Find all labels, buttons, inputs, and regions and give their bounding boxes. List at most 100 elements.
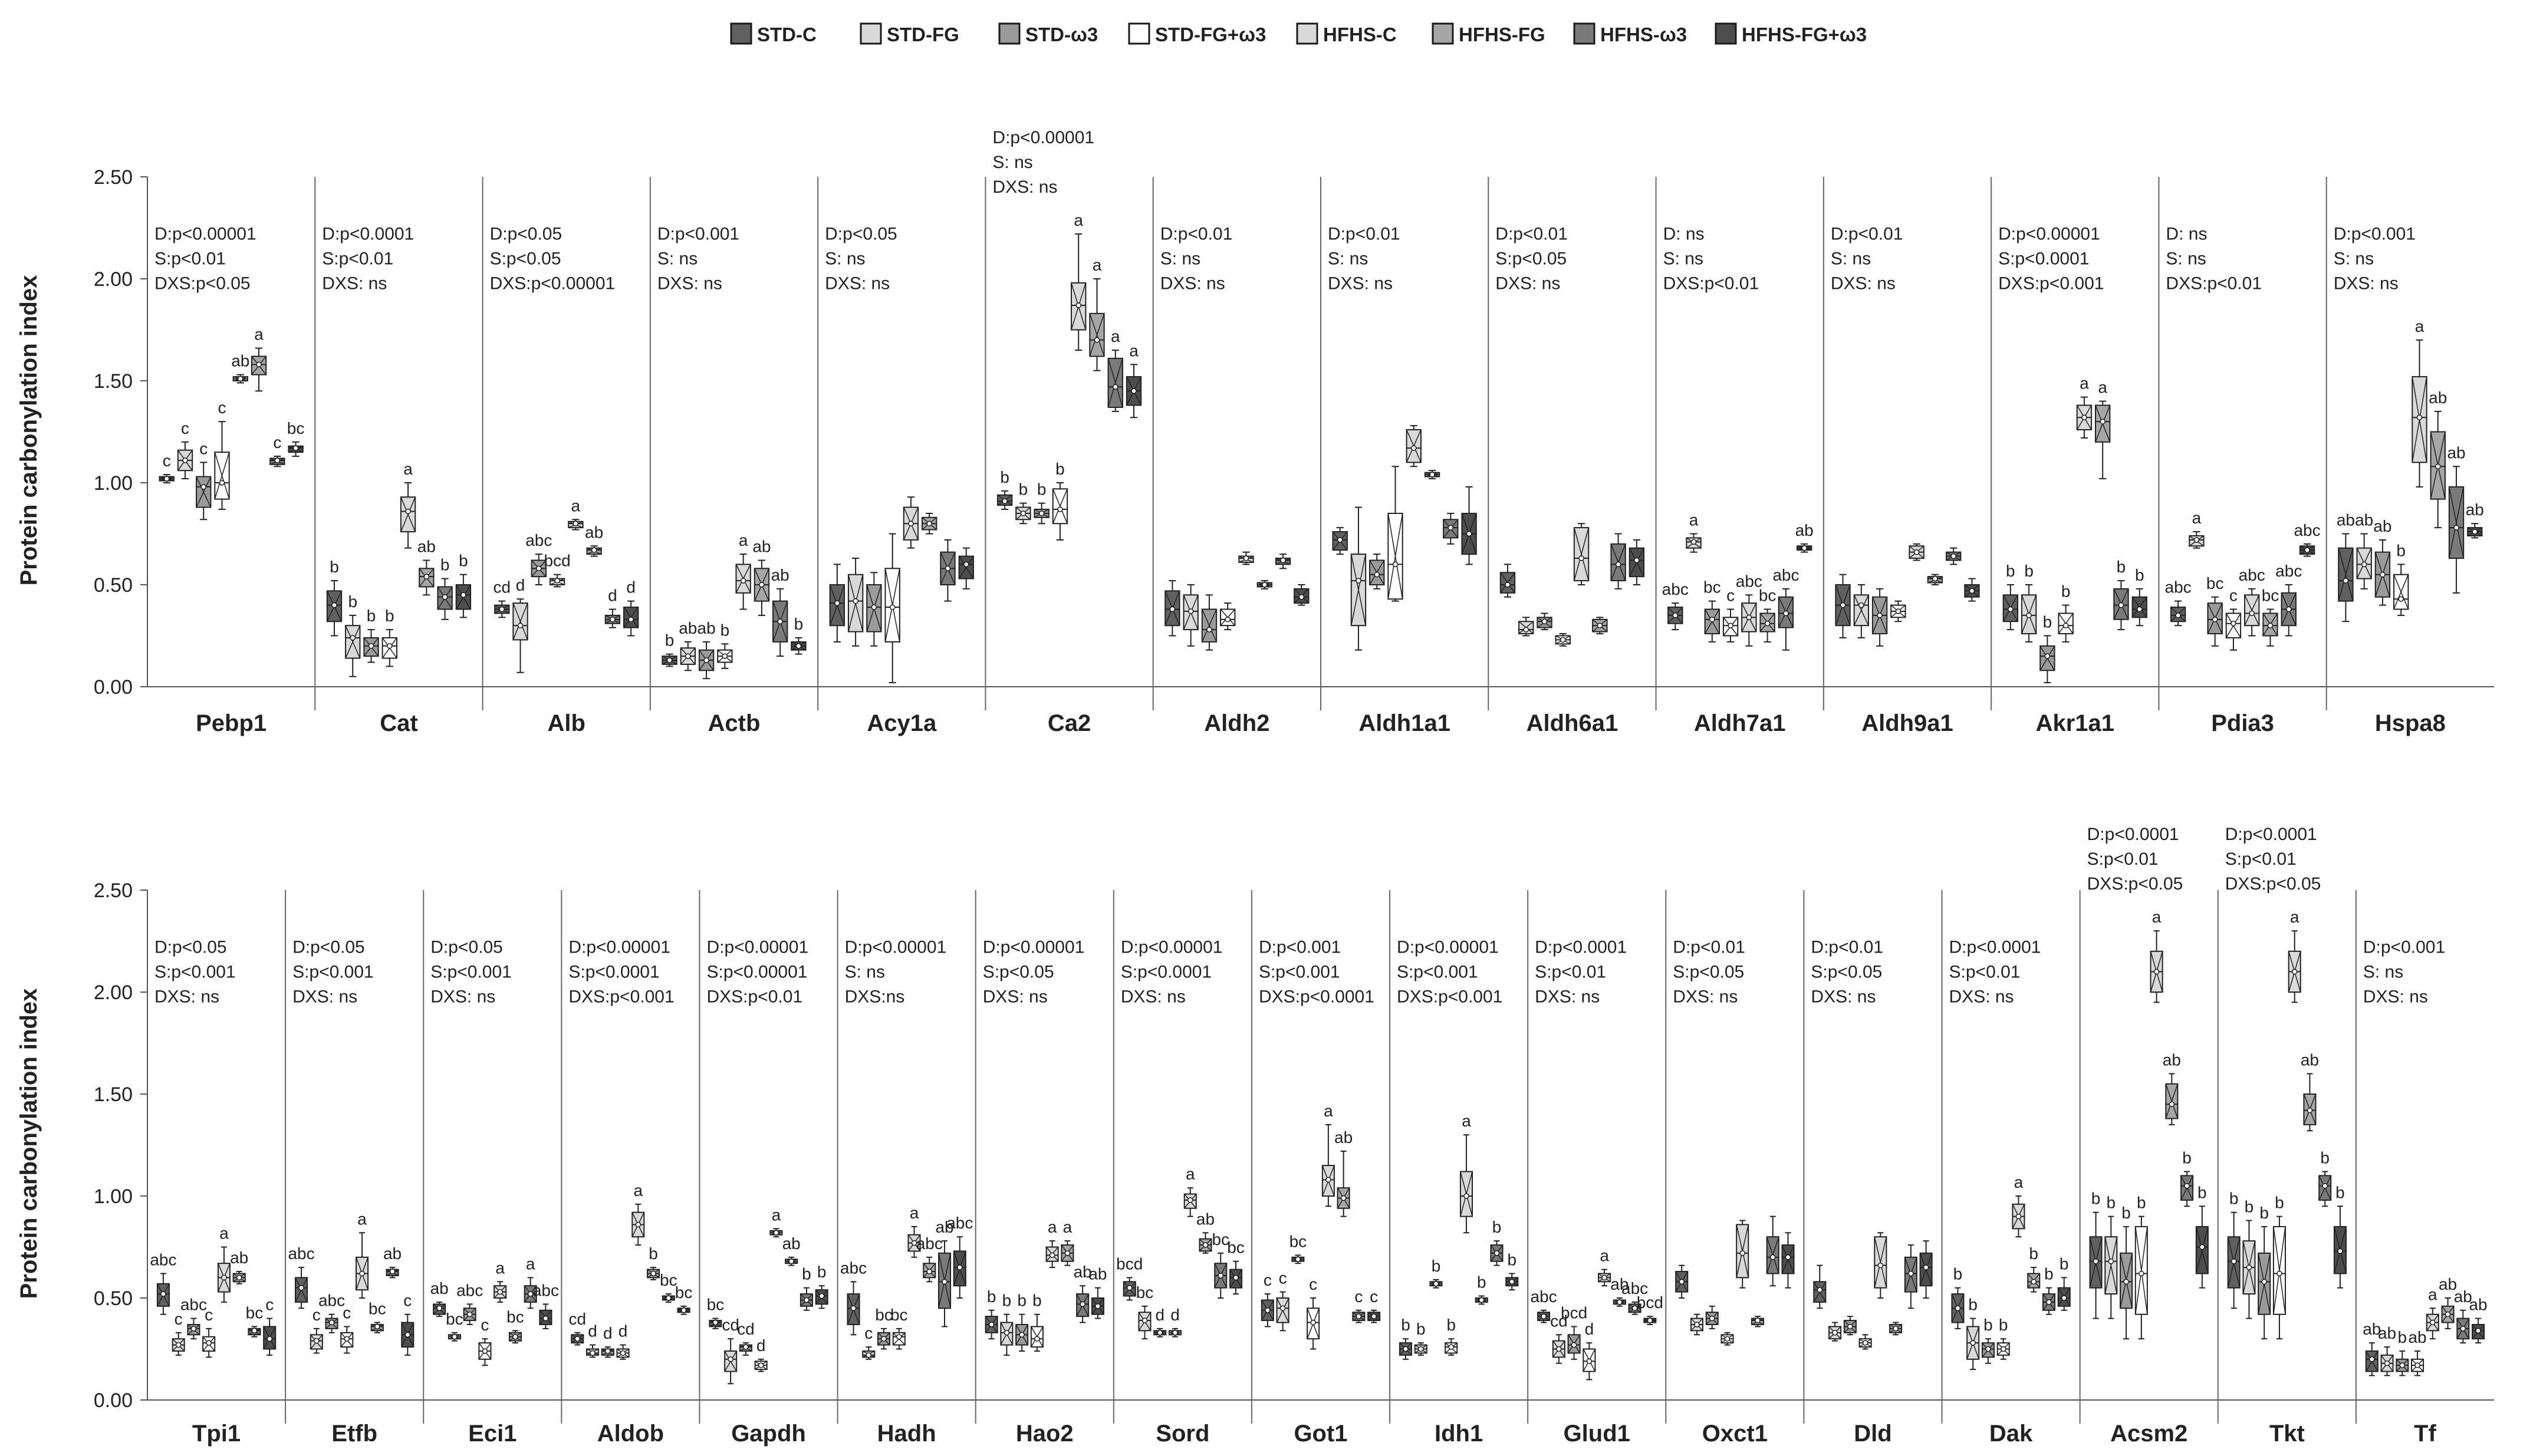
median-dot bbox=[1094, 337, 1100, 343]
stats-annotation: DXS:p<0.01 bbox=[2166, 274, 2262, 293]
stats-annotation: S: ns bbox=[1831, 249, 1871, 268]
protein-name: Aldh2 bbox=[1204, 710, 1269, 736]
stats-annotation: S: ns bbox=[825, 249, 865, 268]
significance-letter: ab bbox=[2469, 1296, 2487, 1314]
protein-name: Dld bbox=[1854, 1421, 1891, 1447]
significance-letter: abc bbox=[2239, 566, 2265, 584]
median-dot bbox=[2304, 547, 2310, 553]
protein-name: Oxct1 bbox=[1702, 1421, 1768, 1447]
protein-group: Pebp1ccccabacbcD:p<0.00001S:p<0.01DXS:p<… bbox=[154, 224, 304, 736]
stats-annotation: S:p<0.05 bbox=[490, 249, 561, 268]
significance-letter: a bbox=[1063, 1218, 1073, 1236]
mean-marker bbox=[214, 452, 230, 499]
significance-letter: c bbox=[481, 1316, 489, 1334]
legend-swatch bbox=[1573, 22, 1595, 45]
significance-letter: a bbox=[2192, 509, 2202, 527]
median-dot bbox=[590, 1350, 596, 1356]
significance-letter: a bbox=[2415, 317, 2424, 335]
significance-letter: b bbox=[802, 1265, 811, 1283]
median-dot bbox=[1647, 1317, 1653, 1323]
median-dot bbox=[331, 602, 337, 608]
stats-annotation: D:p<0.0001 bbox=[1535, 937, 1627, 957]
significance-letter: b bbox=[1002, 1292, 1012, 1310]
median-dot bbox=[1739, 1250, 1745, 1256]
stats-annotation: S:p<0.0001 bbox=[1121, 962, 1212, 981]
protein-name: Tf bbox=[2414, 1421, 2436, 1447]
median-dot bbox=[238, 375, 244, 382]
median-dot bbox=[1724, 1336, 1731, 1342]
significance-letter: ab bbox=[1610, 1275, 1629, 1293]
median-dot bbox=[1356, 1313, 1362, 1319]
stats-annotation: S:p<0.05 bbox=[1673, 962, 1744, 981]
median-dot bbox=[2246, 1264, 2252, 1270]
median-dot bbox=[1340, 1195, 1347, 1201]
median-dot bbox=[542, 1315, 549, 1322]
significance-letter: abc bbox=[180, 1296, 207, 1314]
median-dot bbox=[404, 1332, 411, 1338]
median-dot bbox=[628, 617, 634, 622]
median-dot bbox=[1769, 1254, 1776, 1260]
significance-letter: b bbox=[2029, 1244, 2038, 1263]
significance-letter: b bbox=[649, 1244, 658, 1263]
significance-letter: b bbox=[987, 1287, 996, 1306]
y-tick-label: 0.50 bbox=[94, 1287, 133, 1310]
median-dot bbox=[2380, 571, 2386, 578]
stats-annotation: D:p<0.01 bbox=[1160, 224, 1233, 243]
stats-annotation: S:p<0.0001 bbox=[1998, 249, 2089, 268]
median-dot bbox=[2139, 1270, 2144, 1277]
significance-letter: cd bbox=[493, 578, 511, 597]
stats-annotation: D:p<0.05 bbox=[430, 937, 503, 957]
median-dot bbox=[574, 1336, 581, 1342]
significance-letter: b bbox=[2044, 1265, 2054, 1283]
significance-letter: b bbox=[1999, 1316, 2008, 1334]
median-dot bbox=[1126, 1284, 1133, 1291]
significance-letter: b bbox=[2398, 1328, 2407, 1346]
median-dot bbox=[1840, 602, 1846, 608]
significance-letter: b bbox=[440, 556, 450, 574]
median-dot bbox=[2015, 1213, 2022, 1220]
significance-letter: bc bbox=[707, 1296, 725, 1314]
median-dot bbox=[2136, 606, 2143, 612]
y-axis-label: Protein carbonylation index bbox=[16, 989, 42, 1299]
significance-letter: ab bbox=[2408, 1328, 2426, 1346]
median-dot bbox=[1505, 582, 1511, 588]
significance-letter: cd bbox=[737, 1320, 755, 1338]
significance-letter: b bbox=[1983, 1316, 1993, 1334]
significance-letter: a bbox=[772, 1205, 781, 1224]
median-dot bbox=[274, 457, 281, 463]
median-dot bbox=[182, 457, 188, 463]
y-tick-label: 0.50 bbox=[94, 574, 133, 597]
significance-letter: a bbox=[2080, 374, 2089, 393]
median-dot bbox=[2369, 1356, 2375, 1362]
median-dot bbox=[881, 1336, 887, 1342]
significance-letter: bc bbox=[446, 1310, 463, 1328]
stats-annotation: DXS:p<0.01 bbox=[1663, 274, 1759, 293]
significance-letter: ab bbox=[752, 537, 771, 555]
legend-item: STD-FG+ω3 bbox=[1128, 22, 1266, 45]
mean-marker bbox=[2393, 574, 2409, 610]
significance-letter: abc bbox=[532, 1281, 559, 1299]
median-dot bbox=[1862, 1340, 1868, 1346]
protein-name: Pdia3 bbox=[2211, 710, 2274, 736]
stats-annotation: DXS: ns bbox=[2334, 274, 2399, 293]
stats-annotation: DXS: ns bbox=[1160, 274, 1225, 293]
stats-annotation: S: ns bbox=[2166, 249, 2206, 268]
median-dot bbox=[926, 521, 932, 526]
significance-letter: ab bbox=[2378, 1324, 2396, 1342]
stats-annotation: DXS: ns bbox=[1121, 987, 1186, 1006]
protein-group: Eci1abbcabccabcaabcD:p<0.05S:p<0.001DXS:… bbox=[423, 890, 559, 1447]
significance-letter: a bbox=[739, 531, 748, 549]
protein-name: Glud1 bbox=[1564, 1421, 1630, 1447]
median-dot bbox=[866, 1352, 872, 1358]
significance-letter: b bbox=[1477, 1273, 1486, 1292]
median-dot bbox=[251, 1327, 258, 1334]
median-dot bbox=[219, 480, 225, 486]
significance-letter: bc bbox=[1759, 587, 1777, 605]
significance-letter: abc bbox=[916, 1234, 943, 1253]
mean-marker bbox=[345, 625, 361, 658]
significance-letter: b bbox=[2335, 1183, 2345, 1201]
